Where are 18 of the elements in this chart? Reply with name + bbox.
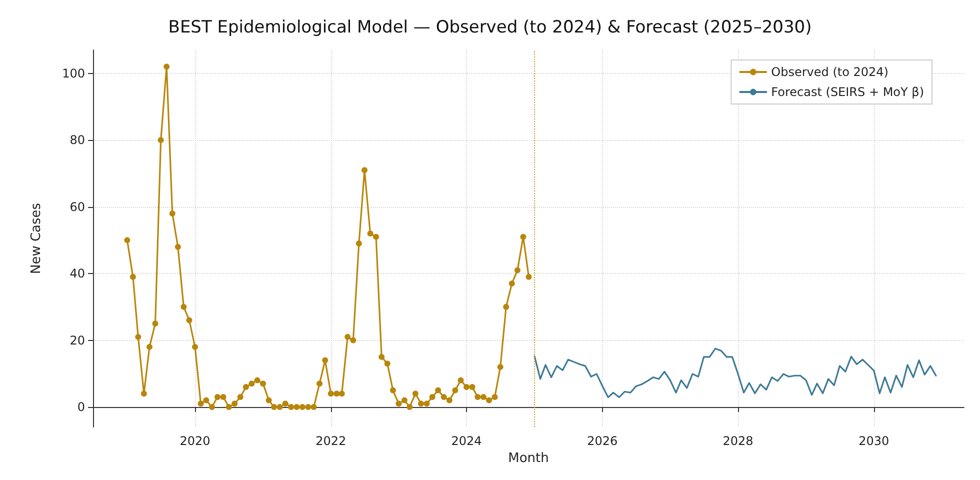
x-tick-label: 2020 <box>180 434 210 448</box>
legend-label: Observed (to 2024) <box>771 65 888 79</box>
x-tick-label: 2024 <box>451 434 482 448</box>
x-axis-title: Month <box>508 450 549 466</box>
y-tick-label: 80 <box>70 133 85 148</box>
x-tick-label: 2028 <box>722 434 754 448</box>
legend-label: Forecast (SEIRS + MoY β) <box>771 85 924 99</box>
y-tick-label: 0 <box>77 400 85 414</box>
y-tick-label: 20 <box>70 333 85 348</box>
x-tick-label: 2026 <box>587 434 618 448</box>
x-tick-label: 2030 <box>858 434 890 448</box>
y-tick-label: 100 <box>62 66 85 80</box>
line-series <box>534 348 937 398</box>
y-tick-label: 40 <box>70 266 85 281</box>
y-axis-title: New Cases <box>29 202 44 274</box>
x-tick-label: 2022 <box>316 434 346 448</box>
y-tick-label: 60 <box>70 200 85 214</box>
chart-title: BEST Epidemiological Model — Observed (to 2024) & Forecast (2025–2030) <box>168 18 812 38</box>
